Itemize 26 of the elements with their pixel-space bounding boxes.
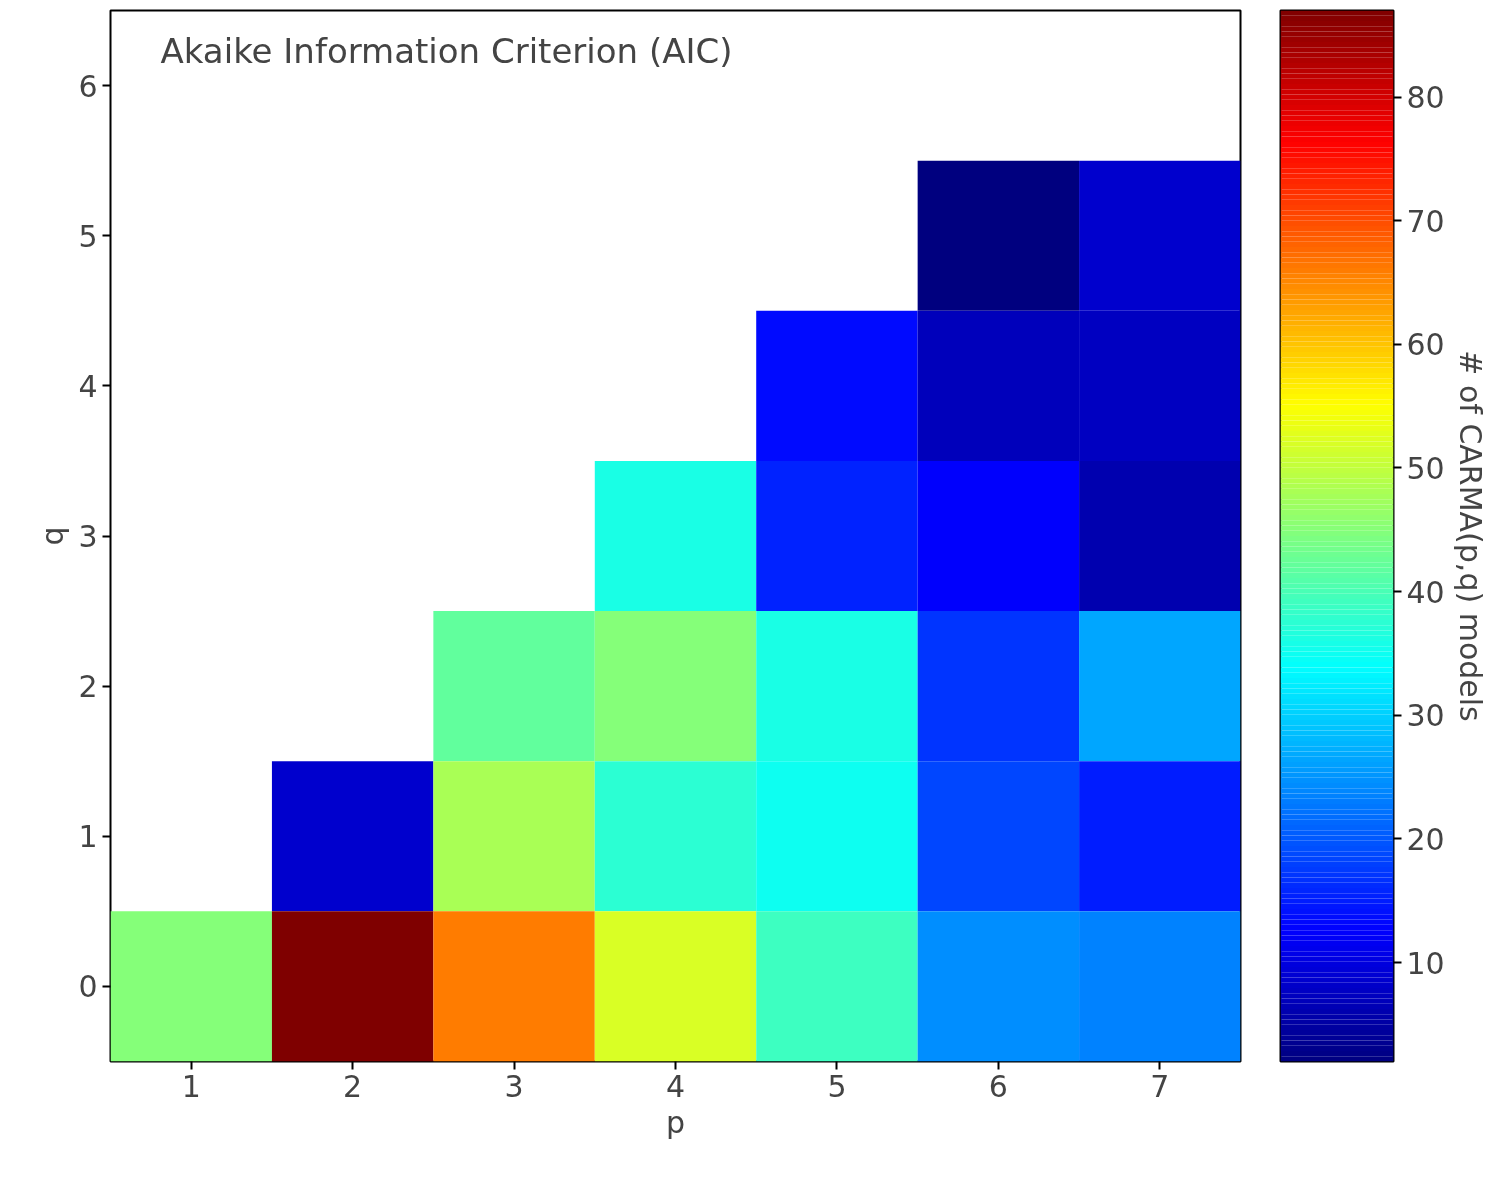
y-tick-label: 3 (78, 519, 98, 554)
y-tick-label: 4 (78, 368, 98, 404)
color-bar-title: # of CARMA(p,q) models (1452, 350, 1488, 722)
x-tick-label: 7 (1150, 1068, 1170, 1104)
y-tick-label: 1 (78, 819, 98, 855)
x-tick-label: 1 (181, 1068, 201, 1104)
y-tick-label: 0 (78, 969, 98, 1005)
y-tick-label: 5 (78, 218, 98, 254)
x-tick-label: 3 (504, 1068, 524, 1104)
color-bar-label: 10 (1406, 945, 1445, 981)
color-bar-label: 80 (1406, 80, 1445, 116)
color-bar-label: 70 (1406, 203, 1445, 239)
color-bar-label: 50 (1406, 450, 1445, 486)
color-bar-label: 30 (1406, 698, 1445, 734)
x-tick-label: 5 (827, 1068, 847, 1104)
x-tick-label: 4 (665, 1068, 686, 1104)
color-bar-label: 20 (1406, 821, 1445, 857)
x-axis-title: p (665, 1104, 686, 1140)
color-bar-label: 60 (1406, 327, 1445, 363)
color-bar-label: 40 (1406, 574, 1445, 610)
x-tick-label: 6 (988, 1068, 1008, 1104)
y-tick-label: 6 (78, 68, 98, 104)
y-axis-title: q (35, 526, 71, 546)
y-tick-label: 2 (78, 669, 98, 705)
x-tick-label: 2 (343, 1068, 363, 1104)
text: Akaike Information Criterion (AIC) (160, 30, 733, 71)
